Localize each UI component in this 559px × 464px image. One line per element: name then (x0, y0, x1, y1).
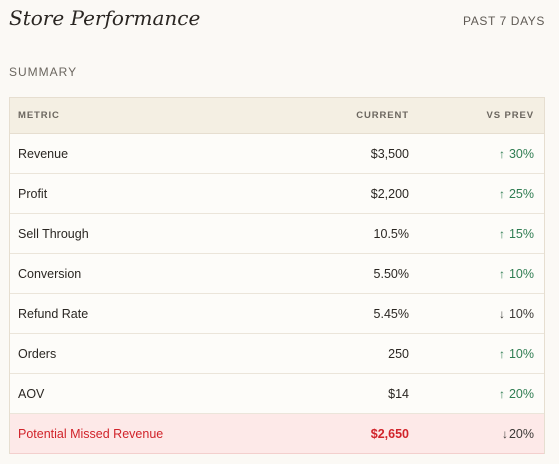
arrow-up-icon: ↑ (498, 146, 505, 161)
metric-change: ↓ 20% (502, 414, 534, 453)
column-header-metric: METRIC (18, 110, 60, 121)
arrow-down-icon: ↓ (498, 306, 505, 321)
table-row: Revenue $3,500 ↑ 30% (10, 134, 544, 174)
arrow-up-icon: ↑ (498, 186, 505, 201)
metric-name: Profit (18, 186, 48, 201)
metric-name: Orders (18, 346, 57, 361)
change-value: 15% (508, 226, 534, 241)
metric-name: AOV (18, 386, 45, 401)
metric-current: $2,200 (370, 186, 409, 201)
metric-current: $14 (388, 386, 409, 401)
change-value: 10% (508, 266, 534, 281)
metric-name: Potential Missed Revenue (18, 426, 164, 441)
metric-current: $3,500 (370, 146, 409, 161)
metric-current: $2,650 (370, 426, 409, 441)
arrow-down-icon: ↓ (501, 426, 508, 441)
change-value: 20% (508, 386, 534, 401)
metric-change: ↑ 15% (499, 214, 534, 253)
metric-name: Sell Through (18, 226, 89, 241)
arrow-up-icon: ↑ (498, 266, 505, 281)
change-value: 10% (508, 346, 534, 361)
change-value: 25% (508, 186, 534, 201)
metric-current: 10.5% (373, 226, 409, 241)
page-title: Store Performance (9, 6, 201, 30)
arrow-up-icon: ↑ (498, 346, 505, 361)
change-value: 10% (508, 306, 534, 321)
table-row: AOV $14 ↑ 20% (10, 374, 544, 414)
column-header-current: CURRENT (356, 110, 409, 121)
summary-table: METRIC CURRENT VS PREV Revenue $3,500 ↑ 3… (9, 97, 545, 454)
metric-change: ↑ 10% (499, 254, 534, 293)
metric-change: ↑ 10% (499, 334, 534, 373)
metric-change: ↑ 20% (499, 374, 534, 413)
metric-change: ↓ 10% (499, 294, 534, 333)
metric-name: Conversion (18, 266, 82, 281)
table-row: Profit $2,200 ↑ 25% (10, 174, 544, 214)
metric-current: 5.50% (373, 266, 409, 281)
page-header: Store Performance PAST 7 DAYS (0, 0, 559, 42)
metric-name: Revenue (18, 146, 69, 161)
metric-name: Refund Rate (18, 306, 89, 321)
table-row: Conversion 5.50% ↑ 10% (10, 254, 544, 294)
table-row-alert: Potential Missed Revenue $2,650 ↓ 20% (10, 414, 544, 454)
section-label-summary: SUMMARY (9, 65, 78, 79)
column-header-vs-prev: VS PREV (486, 110, 534, 121)
table-row: Orders 250 ↑ 10% (10, 334, 544, 374)
change-value: 30% (508, 146, 534, 161)
change-value: 20% (508, 426, 534, 441)
arrow-up-icon: ↑ (498, 226, 505, 241)
metric-change: ↑ 25% (499, 174, 534, 213)
period-label: PAST 7 DAYS (463, 14, 545, 28)
table-row: Sell Through 10.5% ↑ 15% (10, 214, 544, 254)
table-header-row: METRIC CURRENT VS PREV (10, 98, 544, 134)
arrow-up-icon: ↑ (498, 386, 505, 401)
metric-current: 250 (388, 346, 409, 361)
metric-current: 5.45% (373, 306, 409, 321)
table-row: Refund Rate 5.45% ↓ 10% (10, 294, 544, 334)
metric-change: ↑ 30% (499, 134, 534, 173)
